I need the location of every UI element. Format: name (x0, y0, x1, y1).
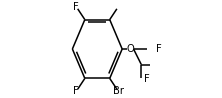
Text: F: F (144, 74, 150, 84)
Text: F: F (156, 44, 161, 54)
Text: F: F (73, 2, 79, 12)
Text: Br: Br (113, 86, 124, 96)
Text: F: F (73, 86, 79, 96)
Text: O: O (126, 44, 134, 54)
